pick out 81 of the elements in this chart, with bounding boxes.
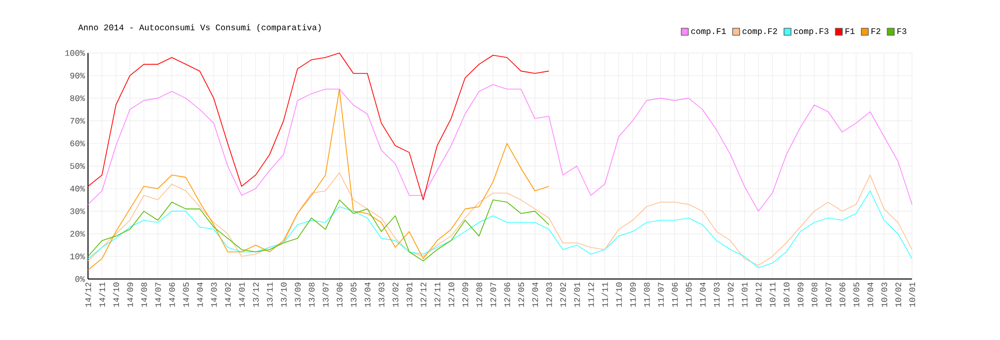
- x-tick-label: 11/07: [658, 282, 664, 307]
- legend-label: F2: [872, 28, 880, 34]
- x-tick-label: 11/11: [602, 282, 608, 307]
- x-tick-label: 12/11: [434, 282, 440, 307]
- y-tick-label: 0%: [75, 276, 85, 282]
- x-tick-label: 11/10: [616, 282, 622, 307]
- x-tick-label: 14/11: [98, 282, 106, 307]
- legend-label: comp.F1: [691, 28, 726, 36]
- x-tick-label: 12/03: [546, 282, 552, 307]
- line-series: [88, 52, 550, 200]
- x-tick-label: 13/04: [364, 282, 370, 307]
- line-series: [88, 88, 550, 270]
- x-tick-label: 12/06: [504, 282, 510, 307]
- x-tick-label: 13/12: [252, 282, 259, 307]
- legend-label: comp.F2: [742, 28, 778, 36]
- x-tick-label: 10/02: [894, 282, 902, 307]
- x-tick-label: 10/09: [797, 282, 804, 307]
- x-tick-label: 13/05: [350, 282, 356, 307]
- x-tick-label: 14/06: [168, 282, 175, 307]
- x-tick-label: 12/12: [420, 282, 426, 307]
- chart-title: Anno 2014 - Autoconsumi Vs Consumi (comparativa): [78, 24, 321, 32]
- y-tick-label: 100%: [65, 50, 85, 56]
- line-series: [88, 200, 550, 262]
- x-tick-label: 12/09: [462, 282, 468, 307]
- x-tick-label: 13/11: [266, 282, 273, 307]
- x-tick-label: 14/01: [238, 282, 245, 307]
- y-tick-label: 60%: [70, 140, 85, 146]
- x-tick-label: 11/08: [644, 282, 650, 307]
- x-tick-label: 12/07: [490, 282, 496, 307]
- x-tick-label: 13/09: [294, 282, 301, 307]
- x-tick-label: 10/07: [825, 282, 832, 307]
- x-tick-label: 11/04: [699, 282, 706, 307]
- x-tick-label: 14/05: [182, 282, 189, 307]
- x-tick-label: 14/09: [126, 282, 134, 307]
- x-tick-label: 10/08: [811, 282, 818, 307]
- y-tick-label: 50%: [70, 163, 85, 169]
- x-tick-label: 12/02: [560, 282, 566, 307]
- y-tick-label: 20%: [70, 230, 85, 237]
- x-tick-label: 10/05: [853, 282, 860, 307]
- y-tick-label: 70%: [70, 118, 85, 124]
- x-tick-label: 14/02: [224, 282, 231, 307]
- y-tick-label: 80%: [70, 95, 85, 102]
- x-tick-label: 13/07: [322, 282, 329, 307]
- x-tick-label: 11/09: [630, 282, 636, 307]
- x-tick-label: 11/02: [727, 282, 734, 307]
- x-tick-label: 10/04: [867, 282, 874, 307]
- x-tick-label: 12/10: [448, 282, 454, 307]
- x-tick-label: 11/12: [588, 282, 594, 307]
- x-tick-label: 14/12: [84, 282, 92, 307]
- x-tick-label: 12/08: [476, 282, 482, 307]
- x-tick-label: 10/12: [755, 282, 762, 307]
- x-tick-label: 14/04: [196, 282, 203, 307]
- x-tick-label: 10/11: [769, 282, 776, 307]
- x-tick-label: 10/03: [880, 282, 888, 307]
- x-tick-label: 13/06: [336, 282, 343, 307]
- x-tick-label: 13/02: [392, 282, 398, 307]
- legend-label: F1: [846, 28, 855, 34]
- x-tick-label: 11/03: [713, 282, 720, 307]
- y-tick-label: 90%: [70, 72, 85, 78]
- legend-label: comp.F3: [794, 28, 828, 36]
- x-tick-label: 13/08: [308, 282, 315, 307]
- x-tick-label: 14/07: [154, 282, 161, 307]
- x-tick-label: 13/01: [406, 282, 412, 307]
- x-tick-label: 14/10: [112, 282, 120, 307]
- x-tick-label: 10/01: [908, 282, 916, 307]
- x-tick-label: 11/05: [685, 282, 692, 307]
- y-tick-label: 40%: [70, 186, 85, 192]
- x-tick-label: 12/01: [574, 282, 580, 307]
- x-tick-label: 11/06: [671, 282, 678, 307]
- y-tick-label: 10%: [70, 254, 85, 260]
- x-tick-label: 13/03: [378, 282, 384, 307]
- x-tick-label: 10/06: [839, 282, 846, 307]
- x-tick-label: 13/10: [280, 282, 287, 307]
- x-tick-label: 12/04: [532, 282, 538, 307]
- y-tick-label: 30%: [70, 208, 85, 214]
- x-tick-label: 14/03: [210, 282, 217, 307]
- x-tick-label: 11/01: [741, 282, 748, 307]
- legend-label: F3: [897, 28, 906, 34]
- x-tick-label: 10/10: [783, 282, 790, 307]
- x-tick-label: 12/05: [518, 282, 524, 307]
- x-tick-label: 14/08: [140, 282, 147, 307]
